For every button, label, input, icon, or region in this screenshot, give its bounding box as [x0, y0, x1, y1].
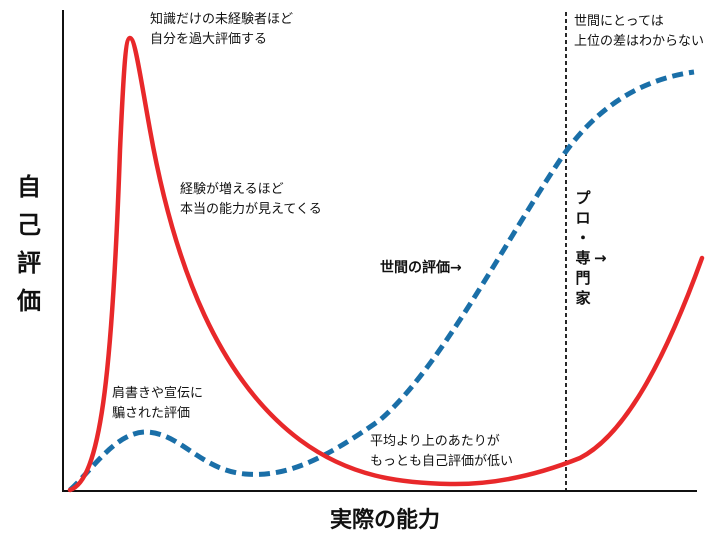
- public-evaluation-label: 世間の評価→: [380, 260, 462, 276]
- public-top-annotation-line: 世間にとっては: [574, 14, 664, 29]
- professional-label-char: ・: [575, 229, 591, 247]
- y-axis-label-char: 己: [17, 211, 41, 239]
- peak-annotation-line: 自分を過大評価する: [150, 32, 268, 47]
- y-axis-label-char: 価: [17, 287, 41, 315]
- above-average-annotation-line: もっとも自己評価が低い: [370, 454, 514, 469]
- y-axis-label: 自己評価: [12, 168, 46, 320]
- peak-annotation-line: 知識だけの未経験者ほど: [150, 12, 294, 27]
- professional-label: プロ・専門家: [571, 188, 595, 308]
- x-axis-label: 実際の能力: [329, 508, 440, 533]
- credentials-annotation: 肩書きや宣伝に 騙された評価: [112, 384, 203, 424]
- public-top-annotation-line: 上位の差はわからない: [574, 34, 705, 49]
- experience-annotation-line: 経験が増えるほど: [180, 182, 284, 197]
- professional-label-char: 専: [575, 249, 591, 267]
- peak-annotation: 知識だけの未経験者ほど 自分を過大評価する: [150, 10, 293, 50]
- professional-arrow: →: [594, 249, 607, 267]
- professional-label-char: 門: [575, 269, 591, 287]
- experience-annotation-line: 本当の能力が見えてくる: [180, 202, 322, 217]
- public-top-annotation: 世間にとっては 上位の差はわからない: [574, 12, 704, 52]
- y-axis-label-char: 評: [17, 249, 41, 277]
- professional-label-char: ロ: [575, 209, 591, 227]
- professional-label-char: 家: [575, 289, 591, 307]
- experience-annotation: 経験が増えるほど 本当の能力が見えてくる: [180, 180, 322, 220]
- above-average-annotation-line: 平均より上のあたりが: [370, 434, 500, 449]
- professional-label-char: プ: [575, 189, 591, 207]
- public-evaluation-curve: [68, 69, 695, 492]
- credentials-annotation-line: 肩書きや宣伝に: [112, 386, 204, 401]
- y-axis-label-char: 自: [17, 173, 41, 201]
- above-average-annotation: 平均より上のあたりが もっとも自己評価が低い: [370, 432, 513, 472]
- credentials-annotation-line: 騙された評価: [112, 406, 191, 421]
- self-evaluation-curve: [67, 35, 705, 493]
